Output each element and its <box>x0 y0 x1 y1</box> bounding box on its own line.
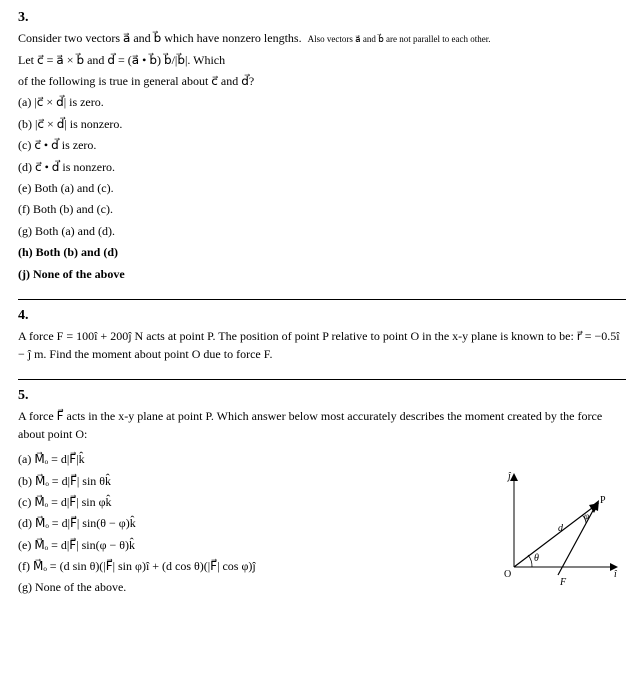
q5-option: (b) M⃗ₒ = d|F⃗| sin θk̂ <box>18 473 478 490</box>
question-5: 5. A force F⃗ acts in the x-y plane at p… <box>18 386 626 601</box>
q3-number: 3. <box>18 8 626 28</box>
q3-text1: Consider two vectors a⃗ and b⃗ which hav… <box>18 31 302 45</box>
theta-label: θ <box>534 553 539 564</box>
q5-option: (e) M⃗ₒ = d|F⃗| sin(φ − θ)k̂ <box>18 537 478 554</box>
q4-number: 4. <box>18 306 626 326</box>
divider <box>18 299 626 300</box>
q3-option: (f) Both (b) and (c). <box>18 201 626 218</box>
q5-text: A force F⃗ acts in the x-y plane at poin… <box>18 408 626 443</box>
q5-body: (a) M⃗ₒ = d|F⃗|k̂ (b) M⃗ₒ = d|F⃗| sin θk… <box>18 447 626 601</box>
q5-number: 5. <box>18 386 626 406</box>
q3-option: (e) Both (a) and (c). <box>18 180 626 197</box>
q3-option: (b) |c⃗ × d⃗| is nonzero. <box>18 116 626 133</box>
q3-text2: Let c⃗ = a⃗ × b⃗ and d⃗ = (a⃗ • b⃗) b⃗/|… <box>18 52 626 69</box>
q5-figure: ĵ î O P F⃗ d θ φ <box>486 467 626 592</box>
q5-option: (g) None of the above. <box>18 579 478 596</box>
q5-option: (d) M⃗ₒ = d|F⃗| sin(θ − φ)k̂ <box>18 515 478 532</box>
q3-options: (a) |c⃗ × d⃗| is zero. (b) |c⃗ × d⃗| is … <box>18 94 626 283</box>
q3-line1: Consider two vectors a⃗ and b⃗ which hav… <box>18 30 626 47</box>
phi-label: φ <box>584 511 589 521</box>
q4-text: A force F = 100î + 200ĵ N acts at point … <box>18 328 626 363</box>
q3-text1b: Also vectors a⃗ and b⃗ are not parallel … <box>308 34 491 44</box>
axis-i-label: î <box>614 569 618 580</box>
divider <box>18 379 626 380</box>
q5-options-col: (a) M⃗ₒ = d|F⃗|k̂ (b) M⃗ₒ = d|F⃗| sin θk… <box>18 447 478 601</box>
q3-option-bold: (j) None of the above <box>18 266 626 283</box>
q3-option-bold: (h) Both (b) and (d) <box>18 244 626 261</box>
vector-diagram-svg: ĵ î O P F⃗ d θ φ <box>486 467 626 587</box>
point-p-label: P <box>600 495 606 506</box>
q5-option: (c) M⃗ₒ = d|F⃗| sin φk̂ <box>18 494 478 511</box>
distance-d-label: d <box>558 523 564 534</box>
q3-option: (c) c⃗ • d⃗ is zero. <box>18 137 626 154</box>
q3-text3: of the following is true in general abou… <box>18 73 626 90</box>
question-3: 3. Consider two vectors a⃗ and b⃗ which … <box>18 8 626 283</box>
question-4: 4. A force F = 100î + 200ĵ N acts at poi… <box>18 306 626 363</box>
q3-option: (d) c⃗ • d⃗ is nonzero. <box>18 159 626 176</box>
origin-label: O <box>504 569 511 580</box>
q5-options: (a) M⃗ₒ = d|F⃗|k̂ (b) M⃗ₒ = d|F⃗| sin θk… <box>18 451 478 597</box>
force-f-label: F⃗ <box>559 577 574 587</box>
q3-option: (g) Both (a) and (d). <box>18 223 626 240</box>
q3-option: (a) |c⃗ × d⃗| is zero. <box>18 94 626 111</box>
q5-option: (a) M⃗ₒ = d|F⃗|k̂ <box>18 451 478 468</box>
q5-option: (f) M⃗ₒ = (d sin θ)(|F⃗| sin φ)î + (d co… <box>18 558 478 575</box>
